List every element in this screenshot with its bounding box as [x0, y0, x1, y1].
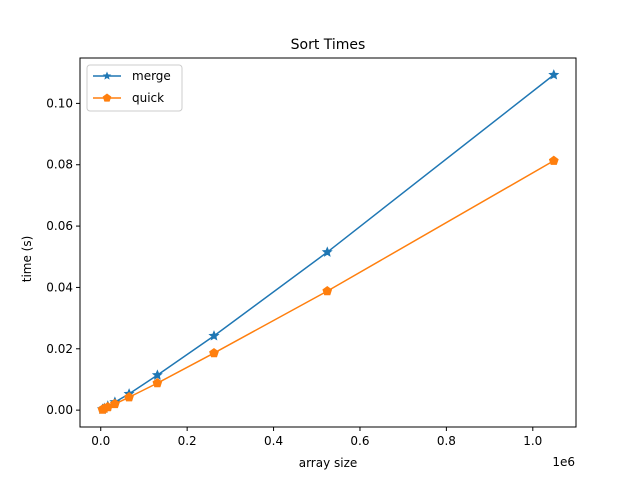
merge-point [151, 369, 163, 380]
quick-legend-marker [102, 93, 112, 102]
merge-point [208, 330, 220, 341]
legend-label-quick: quick [132, 91, 164, 105]
x-axis-label: array size [299, 456, 358, 470]
quick-point [152, 377, 163, 388]
quick-point [209, 347, 219, 358]
y-tick-label: 0.04 [46, 280, 73, 294]
x-offset-label: 1e6 [552, 455, 575, 469]
merge-legend-marker [102, 71, 112, 80]
x-tick-label: 0.6 [350, 434, 369, 448]
legend-label-merge: merge [132, 69, 171, 83]
merge-point [548, 69, 560, 80]
y-tick-label: 0.02 [46, 342, 73, 356]
quick-point [110, 398, 120, 409]
x-tick-label: 0.4 [264, 434, 283, 448]
axes-frame [79, 57, 577, 428]
x-tick-label: 0.8 [437, 434, 456, 448]
y-axis-label: time (s) [20, 236, 34, 283]
legend: merge quick [86, 64, 183, 112]
y-tick-label: 0.08 [46, 158, 73, 172]
quick-point [322, 285, 333, 296]
y-tick-label: 0.10 [46, 96, 73, 110]
merge-point [321, 246, 333, 257]
x-tick-label: 0.0 [91, 434, 110, 448]
y-tick-label: 0.00 [46, 403, 73, 417]
chart-title: Sort Times [291, 37, 366, 53]
quick-line [102, 160, 555, 411]
x-tick-label: 0.2 [178, 434, 197, 448]
merge-line [102, 74, 555, 410]
x-tick-label: 1.0 [523, 434, 542, 448]
quick-point [124, 392, 134, 402]
y-tick-label: 0.06 [46, 219, 73, 233]
quick-point [548, 155, 559, 165]
